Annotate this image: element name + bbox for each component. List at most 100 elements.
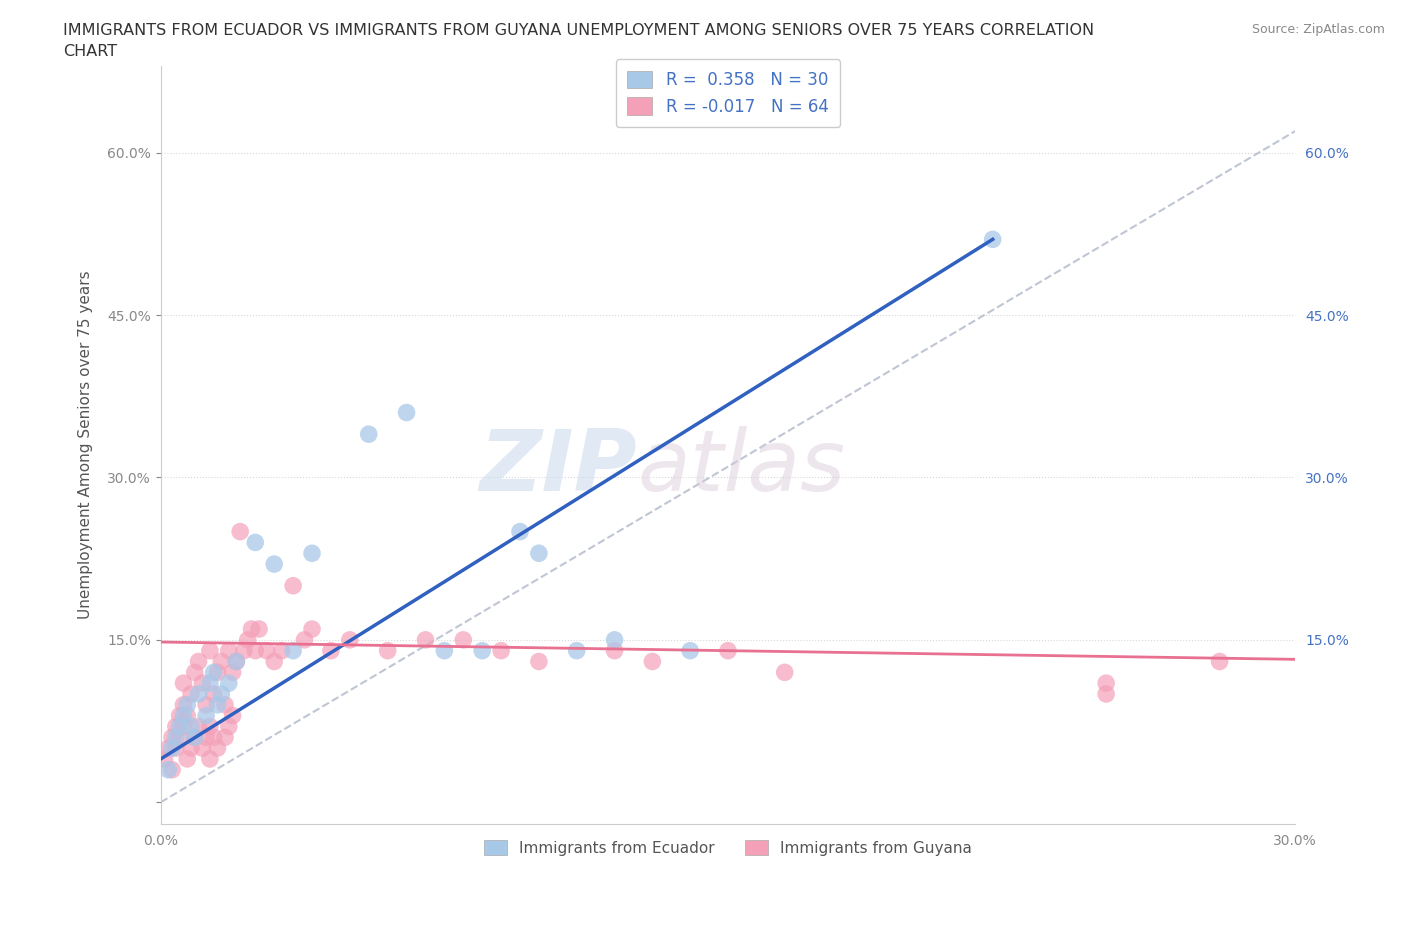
Point: [172, 719, 194, 734]
Point: [377, 644, 399, 658]
Point: [202, 730, 225, 745]
Point: [1095, 686, 1118, 701]
Y-axis label: Unemployment Among Seniors over 75 years: Unemployment Among Seniors over 75 years: [79, 271, 93, 619]
Point: [281, 578, 304, 593]
Point: [198, 751, 221, 766]
Point: [180, 719, 202, 734]
Point: [981, 232, 1004, 246]
Point: [471, 644, 494, 658]
Point: [202, 665, 225, 680]
Point: [176, 698, 198, 712]
Point: [263, 557, 285, 572]
Point: [160, 740, 183, 755]
Point: [256, 644, 278, 658]
Point: [395, 405, 418, 420]
Point: [221, 665, 243, 680]
Point: [221, 708, 243, 723]
Text: ZIP: ZIP: [479, 426, 637, 510]
Point: [281, 644, 304, 658]
Point: [415, 632, 437, 647]
Point: [198, 719, 221, 734]
Point: [270, 644, 292, 658]
Point: [717, 644, 740, 658]
Point: [176, 708, 198, 723]
Point: [453, 632, 475, 647]
Point: [187, 686, 209, 701]
Point: [294, 632, 316, 647]
Point: [603, 632, 626, 647]
Point: [357, 427, 380, 442]
Point: [509, 525, 531, 539]
Point: [225, 654, 247, 669]
Point: [207, 698, 229, 712]
Point: [679, 644, 702, 658]
Point: [214, 730, 236, 745]
Point: [641, 654, 664, 669]
Point: [240, 621, 263, 636]
Point: [218, 644, 240, 658]
Point: [245, 535, 267, 550]
Point: [301, 546, 323, 561]
Point: [433, 644, 456, 658]
Point: [153, 751, 176, 766]
Point: [301, 621, 323, 636]
Point: [195, 698, 218, 712]
Point: [1208, 654, 1230, 669]
Point: [214, 698, 236, 712]
Point: [247, 621, 270, 636]
Point: [187, 654, 209, 669]
Point: [233, 644, 256, 658]
Point: [180, 686, 202, 701]
Point: [603, 644, 626, 658]
Text: Source: ZipAtlas.com: Source: ZipAtlas.com: [1251, 23, 1385, 36]
Point: [489, 644, 512, 658]
Point: [218, 676, 240, 691]
Point: [160, 763, 183, 777]
Point: [236, 632, 259, 647]
Point: [165, 719, 187, 734]
Point: [209, 654, 232, 669]
Point: [319, 644, 342, 658]
Point: [202, 686, 225, 701]
Point: [1095, 676, 1118, 691]
Legend: Immigrants from Ecuador, Immigrants from Guyana: Immigrants from Ecuador, Immigrants from…: [478, 833, 979, 862]
Point: [245, 644, 267, 658]
Point: [187, 719, 209, 734]
Point: [165, 740, 187, 755]
Point: [207, 740, 229, 755]
Point: [207, 665, 229, 680]
Point: [195, 730, 218, 745]
Point: [218, 719, 240, 734]
Point: [180, 740, 202, 755]
Point: [172, 698, 194, 712]
Point: [209, 686, 232, 701]
Point: [184, 730, 207, 745]
Point: [157, 763, 180, 777]
Point: [191, 740, 214, 755]
Point: [198, 676, 221, 691]
Point: [169, 708, 191, 723]
Text: CHART: CHART: [63, 44, 117, 59]
Point: [184, 730, 207, 745]
Point: [157, 740, 180, 755]
Point: [172, 676, 194, 691]
Point: [263, 654, 285, 669]
Point: [225, 654, 247, 669]
Point: [195, 708, 218, 723]
Point: [527, 546, 550, 561]
Point: [169, 719, 191, 734]
Point: [184, 665, 207, 680]
Point: [191, 676, 214, 691]
Point: [229, 525, 252, 539]
Point: [160, 730, 183, 745]
Point: [527, 654, 550, 669]
Text: atlas: atlas: [637, 426, 845, 510]
Point: [565, 644, 588, 658]
Text: IMMIGRANTS FROM ECUADOR VS IMMIGRANTS FROM GUYANA UNEMPLOYMENT AMONG SENIORS OVE: IMMIGRANTS FROM ECUADOR VS IMMIGRANTS FR…: [63, 23, 1094, 38]
Point: [169, 730, 191, 745]
Point: [165, 730, 187, 745]
Point: [339, 632, 361, 647]
Point: [172, 708, 194, 723]
Point: [198, 644, 221, 658]
Point: [176, 751, 198, 766]
